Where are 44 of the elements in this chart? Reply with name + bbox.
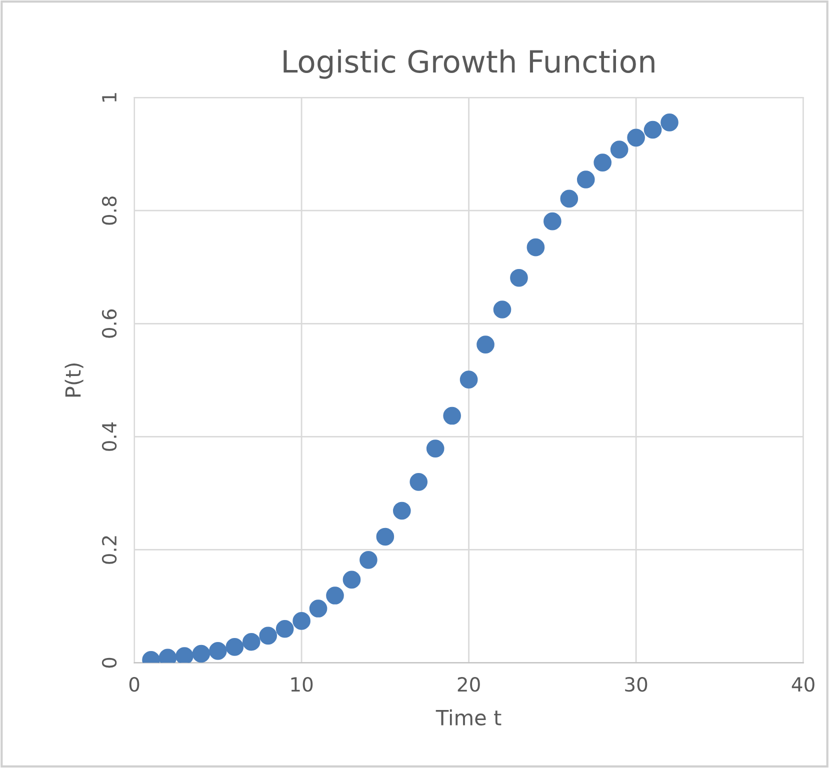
point xyxy=(460,370,478,389)
point xyxy=(326,586,344,604)
point xyxy=(493,300,512,318)
point xyxy=(426,440,444,458)
x-tick-label: 30 xyxy=(625,677,648,692)
point xyxy=(660,113,678,132)
x-tick-label: 40 xyxy=(792,677,814,692)
y-tick-label: 0.4 xyxy=(102,422,117,451)
point xyxy=(342,570,361,589)
point xyxy=(360,550,378,569)
point xyxy=(276,620,294,638)
x-axis-title: Time t xyxy=(436,709,502,726)
point xyxy=(443,406,461,425)
point xyxy=(627,128,645,147)
point xyxy=(242,632,260,651)
y-axis-title: P(t) xyxy=(64,363,84,397)
point xyxy=(259,626,278,645)
point xyxy=(644,120,662,139)
point xyxy=(526,238,545,256)
point xyxy=(226,638,244,656)
point xyxy=(576,170,595,188)
point xyxy=(594,154,612,172)
x-tick-label: 0 xyxy=(129,677,140,692)
point xyxy=(192,644,210,663)
y-tick-label: 0.6 xyxy=(102,309,117,338)
chart-title: Logistic Growth Function xyxy=(284,49,654,79)
y-tick-label: 0 xyxy=(102,658,117,668)
point xyxy=(610,140,628,158)
point xyxy=(410,472,428,491)
x-tick-label: 20 xyxy=(458,677,480,692)
y-tick-label: 0.8 xyxy=(102,196,117,225)
x-tick-label: 10 xyxy=(291,677,313,692)
point xyxy=(476,336,494,354)
y-tick-label: 1 xyxy=(102,93,116,102)
point xyxy=(309,600,328,618)
point xyxy=(376,528,394,546)
point xyxy=(510,268,528,287)
point xyxy=(392,502,411,520)
point xyxy=(209,642,227,660)
point xyxy=(176,647,194,663)
y-tick-label: 0.2 xyxy=(102,536,117,564)
point xyxy=(292,612,310,630)
point xyxy=(560,190,578,208)
point xyxy=(544,212,562,230)
